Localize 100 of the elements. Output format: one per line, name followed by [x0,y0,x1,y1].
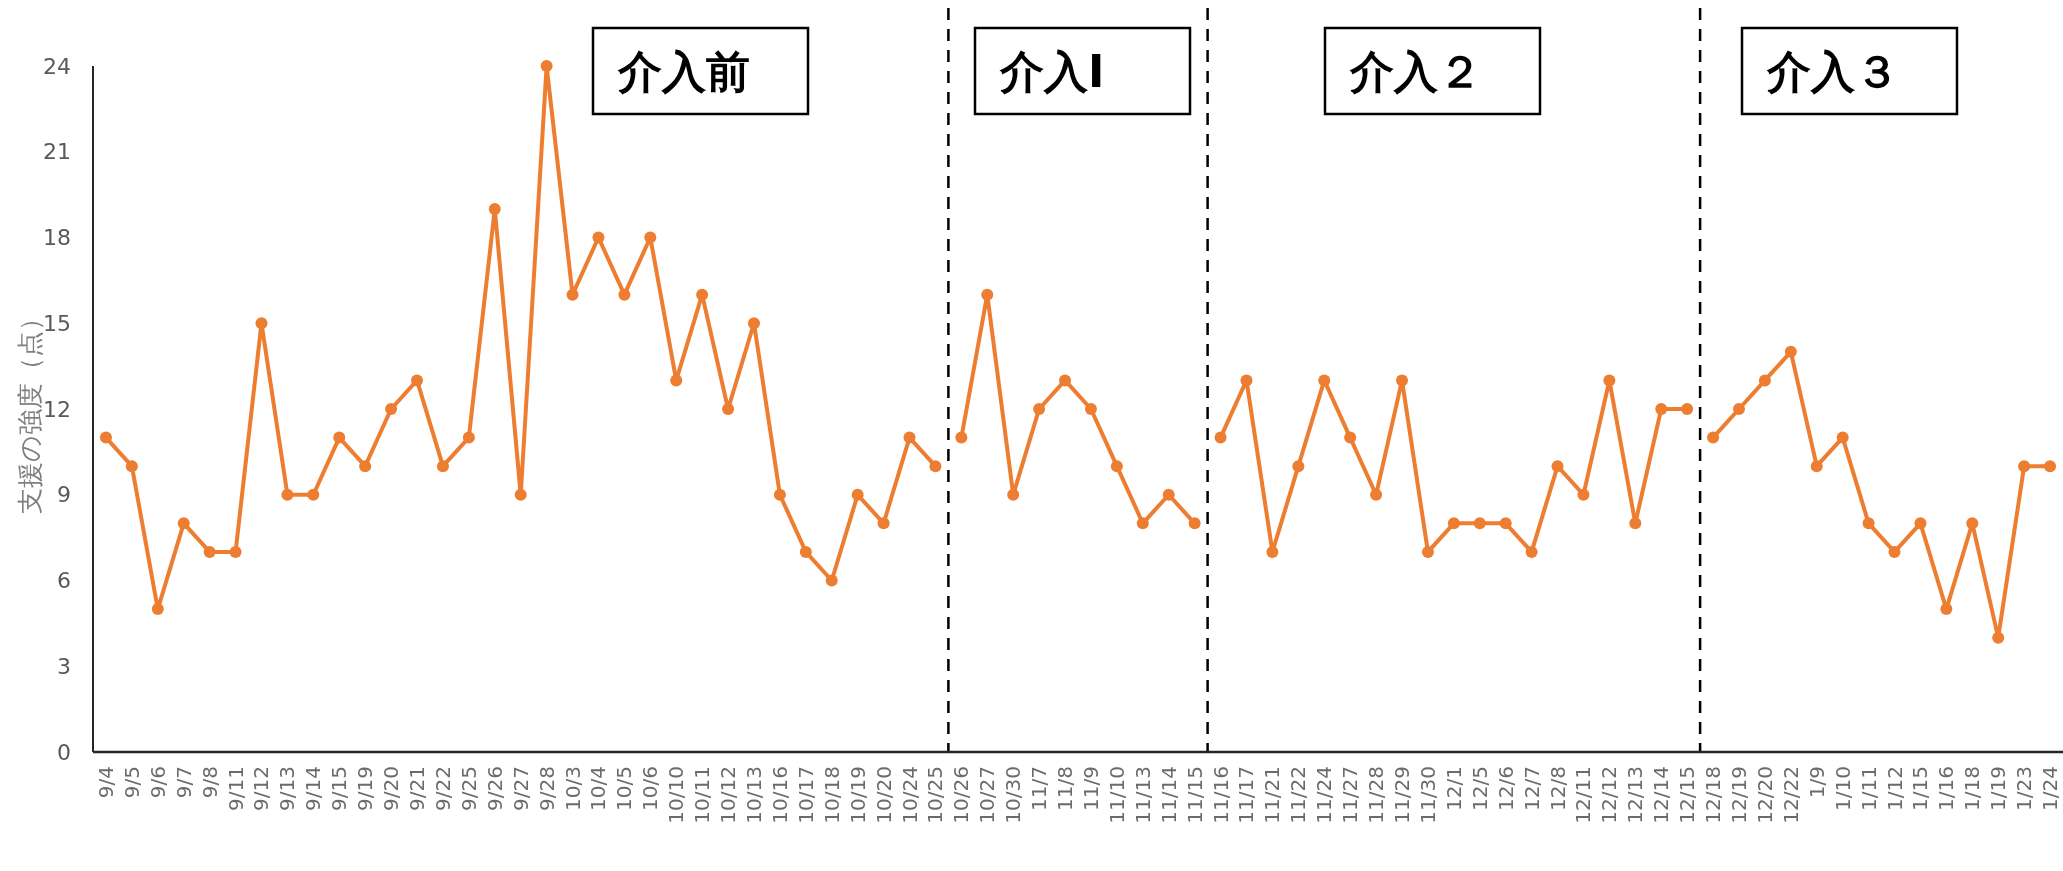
x-tick-label: 1/19 [1986,766,2011,811]
point [436,460,449,473]
point [1059,374,1072,387]
point [1862,517,1875,530]
point [359,460,372,473]
point [799,545,812,558]
point [696,288,709,301]
point [592,231,605,244]
point [229,545,242,558]
point [540,60,553,72]
y-tick-label: 15 [43,310,71,336]
point [462,431,475,444]
x-tick-label: 1/16 [1934,766,1959,811]
x-tick-label: 10/10 [664,766,689,824]
point [1551,460,1564,473]
point [722,403,735,415]
annotation: 介入前 [617,45,750,97]
y-tick-label: 21 [43,139,71,165]
point [2018,460,2031,473]
point [125,460,138,473]
x-tick-label: 11/8 [1053,766,1078,811]
x-tick-label: 10/24 [897,766,922,824]
point [1473,517,1486,530]
x-tick-label: 10/27 [975,766,1000,824]
point [825,574,838,587]
x-tick-label: 9/7 [171,766,196,799]
annotation: 介入前 [591,26,810,116]
x-tick-label: 9/11 [223,766,248,811]
point [877,517,890,530]
annotation: 介入３ [1740,26,1959,116]
x-tick-label: 11/24 [1312,766,1337,824]
point [1577,488,1590,501]
x-tick-label: 10/17 [793,766,818,824]
point [411,374,424,387]
x-tick-label: 9/5 [119,766,144,799]
point [1914,517,1927,530]
y-tick-label: 24 [43,53,71,79]
x-tick-label: 9/22 [430,766,455,811]
point [514,488,527,501]
point [1421,545,1434,558]
x-tick-label: 9/12 [249,766,274,811]
y-tick-label: 12 [43,396,71,422]
point [1344,431,1357,444]
point [1681,403,1694,415]
x-tick-label: 12/8 [1545,766,1570,811]
point [1370,488,1383,501]
x-tick-label: 10/5 [612,766,637,811]
x-tick-label: 12/14 [1649,766,1674,824]
x-tick-label: 1/24 [2038,766,2063,811]
point [670,374,683,387]
point [1007,488,1020,501]
point [1214,431,1227,444]
point [1758,374,1771,387]
x-tick-label: 11/15 [1182,766,1207,824]
x-tick-label: 11/22 [1286,766,1311,824]
x-tick-label: 9/28 [534,766,559,811]
x-tick-label: 9/20 [379,766,404,811]
point [1810,460,1823,473]
x-tick-label: 9/4 [93,766,118,799]
point [566,288,579,301]
x-tick-label: 12/22 [1778,766,1803,824]
x-tick-label: 10/25 [923,766,948,824]
x-tick-label: 12/20 [1752,766,1777,824]
x-tick-label: 11/16 [1208,766,1233,824]
point [1966,517,1979,530]
x-tick-label: 10/13 [741,766,766,824]
x-tick-label: 1/12 [1882,766,1907,811]
point [1888,545,1901,558]
x-tick-label: 10/4 [586,766,611,811]
x-tick-label: 9/27 [508,766,533,811]
y-axis-title: 支援の強度（点） [15,304,45,514]
point [1707,431,1720,444]
point [929,460,942,473]
point [1188,517,1201,530]
x-tick-label: 10/26 [949,766,974,824]
y-tick-label: 3 [57,653,71,679]
x-tick-label: 12/6 [1493,766,1518,811]
x-tick-label: 10/18 [819,766,844,824]
point [1836,431,1849,444]
y-tick-label: 6 [57,568,71,593]
x-tick-label: 9/21 [405,766,430,811]
y-tick-label: 9 [57,482,71,508]
x-tick-label: 12/15 [1675,766,1700,824]
point [747,317,760,330]
point [1629,517,1642,530]
point [1992,631,2005,644]
point [644,231,657,244]
point [1603,374,1616,387]
x-tick-label: 12/1 [1441,766,1466,811]
x-tick-label: 9/6 [145,766,170,799]
x-tick-label: 10/16 [767,766,792,824]
x-tick-label: 11/17 [1234,766,1259,824]
point [1240,374,1253,387]
x-tick-label: 11/29 [1390,766,1415,824]
y-tick-label: 0 [57,739,71,765]
point [1266,545,1279,558]
point [99,431,112,444]
x-tick-label: 10/20 [871,766,896,824]
x-tick-label: 12/11 [1571,766,1596,824]
point [177,517,190,530]
